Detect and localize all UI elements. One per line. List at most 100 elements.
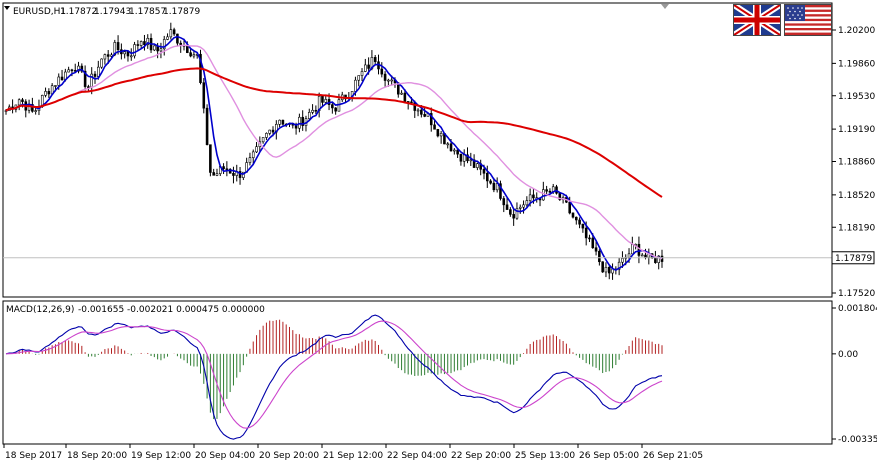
bull-candle [57, 76, 61, 86]
scroll-marker-icon[interactable] [661, 4, 669, 9]
bull-candle [627, 253, 631, 258]
signal-line [5, 320, 663, 429]
time-axis-label: 18 Sep 20:00 [67, 451, 127, 461]
symbol-label: EURUSD,H1 [13, 7, 66, 17]
bear-candle [578, 219, 581, 225]
bear-candle [373, 57, 377, 63]
time-axis-label: 22 Sep 04:00 [387, 451, 447, 461]
bear-candle [571, 212, 575, 218]
bear-candle [383, 73, 387, 81]
bull-candle [446, 143, 450, 146]
high-price: 1.17943 [94, 7, 131, 17]
bear-candle [568, 201, 571, 214]
bear-candle [548, 190, 552, 193]
bull-candle [476, 163, 479, 168]
bear-candle [505, 204, 509, 210]
bull-candle [278, 119, 281, 125]
current-price-label: 1.17879 [835, 254, 872, 264]
bull-candle [265, 133, 268, 138]
bull-candle [153, 45, 156, 51]
open-price: 1.17872 [60, 7, 97, 17]
bull-candle [67, 69, 70, 73]
bear-candle [205, 107, 209, 145]
bear-candle [222, 166, 225, 170]
uk-flag-icon[interactable] [733, 4, 781, 36]
bear-candle [598, 250, 601, 263]
bear-candle [172, 29, 176, 35]
time-axis-label: 18 Sep 2017 [5, 451, 62, 461]
macd-axis-label: 0.001804 [838, 304, 877, 314]
time-axis-label: 20 Sep 20:00 [259, 451, 319, 461]
bull-candle [400, 92, 403, 95]
macd-values: -0.001655 -0.002021 0.000475 0.000000 [78, 305, 265, 315]
bear-candle [423, 114, 426, 117]
bear-candle [482, 168, 486, 174]
price-axis-label: 1.17520 [838, 289, 875, 299]
bull-candle [528, 194, 532, 201]
bull-candle [298, 116, 301, 129]
bear-candle [591, 237, 595, 249]
ma-fast-line [5, 35, 663, 272]
bear-candle [314, 109, 318, 112]
time-axis-label: 21 Sep 12:00 [323, 451, 383, 461]
bull-candle [251, 151, 255, 158]
macd-line [5, 314, 663, 440]
bull-candle [522, 204, 525, 208]
macd-panel-frame [2, 300, 833, 445]
bull-candle [166, 36, 169, 40]
bear-candle [116, 42, 120, 50]
bear-candle [456, 149, 459, 155]
bull-candle [604, 267, 608, 273]
bear-candle [228, 169, 232, 174]
ma-medium-line [5, 44, 663, 260]
price-axis-label: 1.19190 [838, 125, 875, 135]
bear-candle [607, 267, 611, 274]
bull-candle [439, 133, 443, 137]
bull-candle [192, 54, 196, 57]
bear-candle [429, 113, 433, 126]
bear-candle [126, 51, 130, 57]
bear-candle [281, 119, 285, 125]
bear-candle [436, 128, 440, 137]
bear-candle [93, 73, 97, 77]
bull-candle [129, 55, 133, 58]
bear-candle [106, 54, 110, 57]
bear-candle [60, 76, 64, 81]
bull-candle [159, 48, 163, 52]
bull-candle [77, 65, 80, 72]
bull-candle [133, 44, 136, 57]
current-price-marker [831, 251, 875, 265]
bull-candle [100, 58, 103, 68]
bear-candle [459, 153, 463, 162]
bull-candle [324, 99, 328, 103]
bull-candle [416, 109, 420, 112]
bear-candle [21, 99, 24, 102]
bear-candle [433, 124, 436, 130]
time-axis-label: 25 Sep 13:00 [515, 451, 575, 461]
bull-candle [631, 244, 634, 255]
bull-candle [146, 38, 150, 46]
bear-candle [502, 198, 506, 206]
bull-candle [462, 154, 466, 162]
us-flag-icon[interactable] [784, 4, 832, 36]
bull-candle [453, 149, 456, 152]
bear-candle [209, 144, 212, 173]
bull-candle [169, 29, 173, 38]
bull-candle [657, 255, 660, 263]
price-axis-label: 1.18190 [838, 223, 875, 233]
bull-candle [248, 157, 252, 163]
bear-candle [301, 116, 304, 126]
bull-candle [44, 91, 47, 96]
bear-candle [331, 104, 334, 109]
bear-candle [202, 82, 206, 109]
bear-candle [70, 69, 74, 72]
bear-candle [334, 107, 337, 112]
dropdown-triangle-icon[interactable] [4, 6, 10, 10]
bear-candle [420, 109, 423, 115]
macd-name: MACD(12,26,9) [6, 305, 74, 315]
bull-candle [242, 171, 245, 178]
bear-candle [637, 243, 641, 256]
bear-candle [410, 101, 413, 104]
